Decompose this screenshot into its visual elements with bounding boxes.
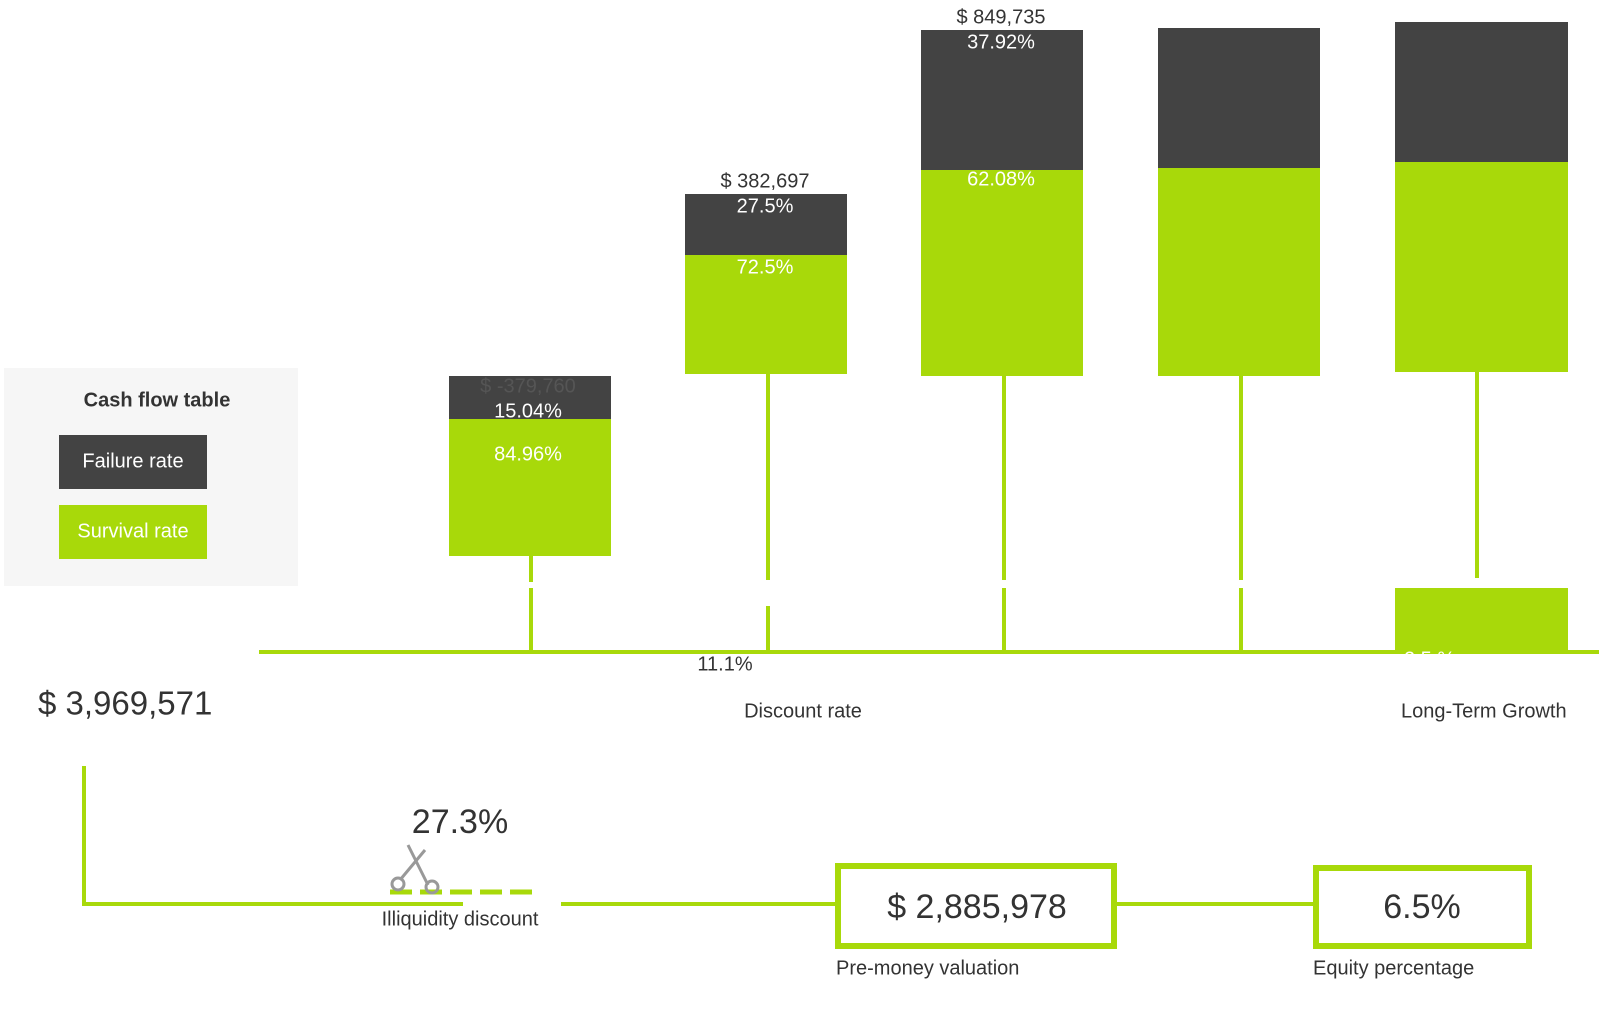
equity-label: Equity percentage (1313, 957, 1474, 979)
bars (449, 22, 1568, 654)
pre-money-value: $ 2,885,978 (887, 888, 1067, 926)
failure-rate: 37.92% (967, 31, 1035, 53)
discount-rate-value: 11.1% (697, 653, 752, 675)
total-value: $ 3,969,571 (38, 685, 212, 722)
equity-value: 6.5% (1383, 888, 1461, 926)
failure-rate: 15.04% (494, 400, 562, 422)
survival-rate: 84.96% (494, 443, 562, 465)
connectors (259, 372, 1599, 654)
cash-flow: $ 849,735 (957, 6, 1046, 28)
legend-label: Failure rate (82, 450, 183, 472)
legend-title: Cash flow table (84, 389, 231, 411)
survival-rate: 62.08% (967, 168, 1035, 190)
growth-value: 2.5 % (1404, 648, 1455, 670)
failure-rate: 27.5% (737, 195, 794, 217)
discount-rate-label: Discount rate (744, 700, 862, 722)
illiquidity-label: Illiquidity discount (382, 908, 539, 930)
cash-flow: $ -379,760 (480, 375, 576, 397)
flow-lines (82, 766, 1532, 949)
growth-label: Long-Term Growth (1401, 700, 1567, 722)
illiquidity-value: 27.3% (412, 803, 508, 841)
pre-money-label: Pre-money valuation (836, 957, 1019, 979)
legend-label: Survival rate (77, 520, 188, 542)
scissors-icon (390, 844, 440, 895)
legend-survival (59, 505, 207, 559)
legend-failure (59, 435, 207, 489)
cash-flow: $ 382,697 (721, 170, 810, 192)
survival-rate: 72.5% (737, 256, 794, 278)
